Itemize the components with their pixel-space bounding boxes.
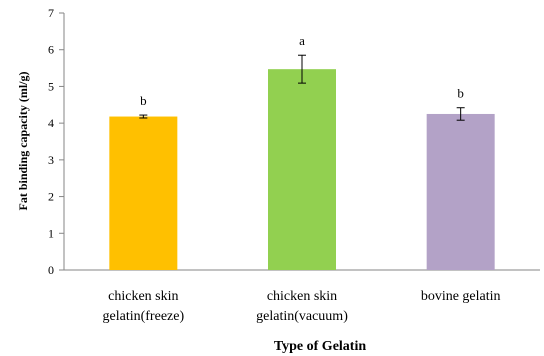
- x-axis: chicken skin gelatin(freeze) chicken skin g…: [64, 270, 540, 324]
- y-axis-label: Fat binding capacity (ml/g): [16, 71, 30, 210]
- y-tick-label-5: 5: [48, 79, 54, 93]
- x-tick-label-0: chicken skin gelatin(freeze): [103, 289, 185, 324]
- y-tick-label-4: 4: [48, 116, 54, 130]
- y-tick-label-0: 0: [48, 263, 54, 277]
- x-axis-label: Type of Gelatin: [274, 339, 367, 354]
- y-tick-label-1: 1: [48, 226, 54, 240]
- significance-label-2: b: [457, 86, 464, 101]
- y-axis: 0 1 2 3 4 5 6 7: [48, 6, 64, 277]
- y-tick-label-2: 2: [48, 190, 54, 204]
- x-tick-label-1: chicken skin gelatin(vacuum): [256, 289, 348, 324]
- significance-label-0: b: [140, 93, 147, 108]
- bar-0: [109, 117, 177, 270]
- y-tick-label-6: 6: [48, 43, 54, 57]
- bar-2: [427, 114, 495, 270]
- bar-1: [268, 69, 336, 270]
- y-tick-label-3: 3: [48, 153, 54, 167]
- significance-label-1: a: [299, 33, 305, 48]
- bars: b a b: [109, 33, 494, 270]
- x-tick-label-2: bovine gelatin: [421, 289, 501, 304]
- y-tick-label-7: 7: [48, 6, 54, 20]
